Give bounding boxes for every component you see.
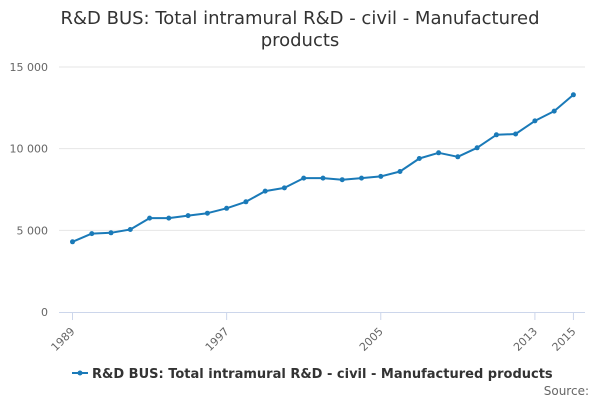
data-point[interactable] bbox=[89, 231, 95, 237]
y-tick-label: 0 bbox=[41, 306, 48, 319]
data-point[interactable] bbox=[301, 175, 307, 181]
legend[interactable]: R&D BUS: Total intramural R&D - civil - … bbox=[72, 367, 553, 382]
y-axis-tick-labels: 0 5 000 10 000 15 000 bbox=[10, 61, 49, 319]
data-point[interactable] bbox=[281, 185, 287, 191]
data-point[interactable] bbox=[570, 92, 576, 98]
data-point[interactable] bbox=[243, 199, 249, 205]
data-point[interactable] bbox=[147, 215, 153, 221]
data-point[interactable] bbox=[359, 175, 364, 181]
chart-title-line-2: products bbox=[261, 30, 340, 51]
chart-title-line-1: R&D BUS: Total intramural R&D - civil - … bbox=[60, 8, 539, 29]
data-point[interactable] bbox=[339, 177, 345, 183]
data-point[interactable] bbox=[224, 205, 230, 211]
data-point[interactable] bbox=[70, 239, 75, 245]
data-point[interactable] bbox=[513, 131, 519, 137]
y-tick-label: 5 000 bbox=[17, 224, 49, 237]
x-axis-ticks bbox=[71, 312, 574, 320]
y-tick-label: 10 000 bbox=[10, 143, 49, 156]
data-point[interactable] bbox=[551, 108, 557, 114]
data-point[interactable] bbox=[532, 118, 538, 124]
data-point[interactable] bbox=[204, 210, 210, 216]
data-point[interactable] bbox=[493, 132, 499, 138]
data-point[interactable] bbox=[262, 188, 268, 194]
data-point[interactable] bbox=[416, 156, 422, 161]
data-point[interactable] bbox=[436, 150, 442, 156]
data-point[interactable] bbox=[378, 173, 384, 179]
data-point[interactable] bbox=[397, 169, 403, 174]
series-group bbox=[70, 92, 576, 245]
data-point[interactable] bbox=[185, 213, 191, 219]
data-point[interactable] bbox=[474, 145, 480, 151]
data-point[interactable] bbox=[108, 230, 114, 236]
data-point[interactable] bbox=[320, 175, 326, 181]
data-point[interactable] bbox=[127, 227, 133, 232]
data-point[interactable] bbox=[166, 215, 172, 221]
y-tick-label: 15 000 bbox=[10, 61, 49, 74]
legend-marker-symbol bbox=[77, 370, 83, 376]
data-point[interactable] bbox=[455, 154, 461, 160]
legend-item-label[interactable]: R&D BUS: Total intramural R&D - civil - … bbox=[92, 367, 553, 382]
source-credits[interactable]: Source: bbox=[544, 384, 589, 398]
y-grid-lines bbox=[59, 66, 585, 231]
